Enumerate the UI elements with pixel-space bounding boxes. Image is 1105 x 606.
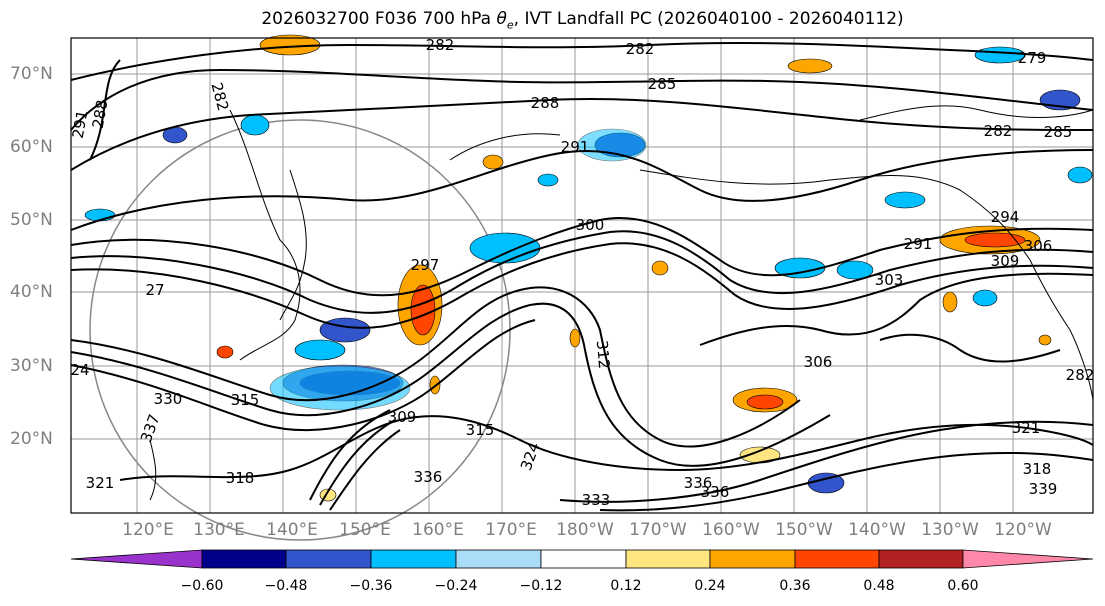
theta-e-contours: [70, 41, 1094, 512]
colorbar-tick-label: −0.12: [519, 578, 563, 594]
lat-label: 70°N: [10, 64, 53, 84]
contour-label: 306: [1024, 237, 1053, 255]
lon-label: 180°W: [556, 520, 614, 540]
contour-label: 315: [231, 391, 260, 409]
contour-label: 312: [593, 340, 613, 370]
colorbar-tick-label: 0.48: [863, 578, 895, 594]
contour-label: 315: [466, 421, 495, 439]
lon-label: 150°W: [775, 520, 833, 540]
negative-anomaly-shading: [84, 46, 1093, 494]
lat-label: 30°N: [10, 356, 53, 376]
contour-label: 291: [904, 235, 933, 253]
lon-label: 170°E: [485, 520, 537, 540]
contour-label: 321: [1012, 419, 1041, 437]
lon-label: 120°W: [994, 520, 1052, 540]
colorbar-swatch: [285, 549, 372, 569]
contour-label: 291: [69, 108, 92, 139]
lon-label: 120°E: [122, 520, 174, 540]
contour-label: 285: [648, 75, 677, 93]
contour-label: 282: [1066, 366, 1095, 384]
contour-label: 309: [388, 408, 417, 426]
lon-label: 160°E: [412, 520, 464, 540]
contour-label: 303: [875, 271, 904, 289]
contour-label: 282: [626, 40, 655, 58]
contour-label: 309: [991, 252, 1020, 270]
contour-label: 294: [991, 208, 1020, 226]
contour-label: 336: [414, 468, 443, 486]
contour-label: 300: [576, 216, 605, 234]
colorbar-swatch: [709, 549, 796, 569]
colorbar-tick-label: −0.36: [349, 578, 393, 594]
lon-label: 170°W: [629, 520, 687, 540]
colorbar-swatch: [625, 549, 711, 569]
colorbar-swatch: [878, 549, 964, 569]
colorbar-swatch: [794, 549, 880, 569]
contour-label: 285: [1044, 123, 1073, 141]
colorbar-extend-low: [70, 549, 203, 569]
colorbar-tick-label: 0.36: [779, 578, 811, 594]
lat-label: 50°N: [10, 210, 53, 230]
lon-label: 130°E: [193, 520, 245, 540]
colorbar-swatch: [201, 549, 287, 569]
colorbar-tick-label: 0.60: [947, 578, 979, 594]
contour-label: 339: [1029, 480, 1058, 498]
contour-label: 288: [531, 94, 560, 112]
contour-label: 318: [226, 469, 255, 487]
contour-label: 288: [89, 98, 112, 129]
contour-label: 333: [582, 491, 611, 509]
contour-label: 297: [411, 256, 440, 274]
lon-label: 140°E: [266, 520, 318, 540]
colorbar-tick-label: −0.48: [264, 578, 308, 594]
map-title: 2026032700 F036 700 hPa θe, IVT Landfall…: [261, 9, 904, 32]
coastlines: [149, 105, 1094, 501]
lon-label: 130°W: [921, 520, 979, 540]
contour-label: 318: [1023, 460, 1052, 478]
lon-label: 140°W: [848, 520, 906, 540]
colorbar-tick-label: 0.12: [610, 578, 642, 594]
colorbar-extend-high: [962, 549, 1094, 569]
lat-label: 60°N: [10, 137, 53, 157]
contour-label: 306: [804, 353, 833, 371]
colorbar-tick-label: −0.24: [434, 578, 478, 594]
lat-label: 40°N: [10, 282, 53, 302]
contour-label: 27: [145, 281, 164, 299]
colorbar-tick-label: −0.60: [180, 578, 224, 594]
colorbar-swatch: [540, 549, 627, 569]
lat-label: 20°N: [10, 429, 53, 449]
colorbar-swatch: [455, 549, 542, 569]
contour-label: 282: [426, 36, 455, 54]
colorbar-swatch: [370, 549, 457, 569]
contour-label: 282: [984, 122, 1013, 140]
contour-label-group: 282 282 285 288 291 291 288 282 282 285 …: [69, 36, 1095, 509]
contour-label: 321: [86, 474, 115, 492]
contour-label: 24: [70, 361, 89, 379]
colorbar-tick-label: 0.24: [694, 578, 726, 594]
contour-label: 336: [684, 474, 713, 492]
colorbar: [70, 549, 1094, 569]
lon-label: 150°E: [339, 520, 391, 540]
contour-label: 279: [1018, 49, 1047, 67]
contour-label: 291: [561, 138, 590, 156]
contour-label: 330: [154, 390, 183, 408]
contour-label: 336: [701, 483, 730, 501]
lon-label: 160°W: [702, 520, 760, 540]
